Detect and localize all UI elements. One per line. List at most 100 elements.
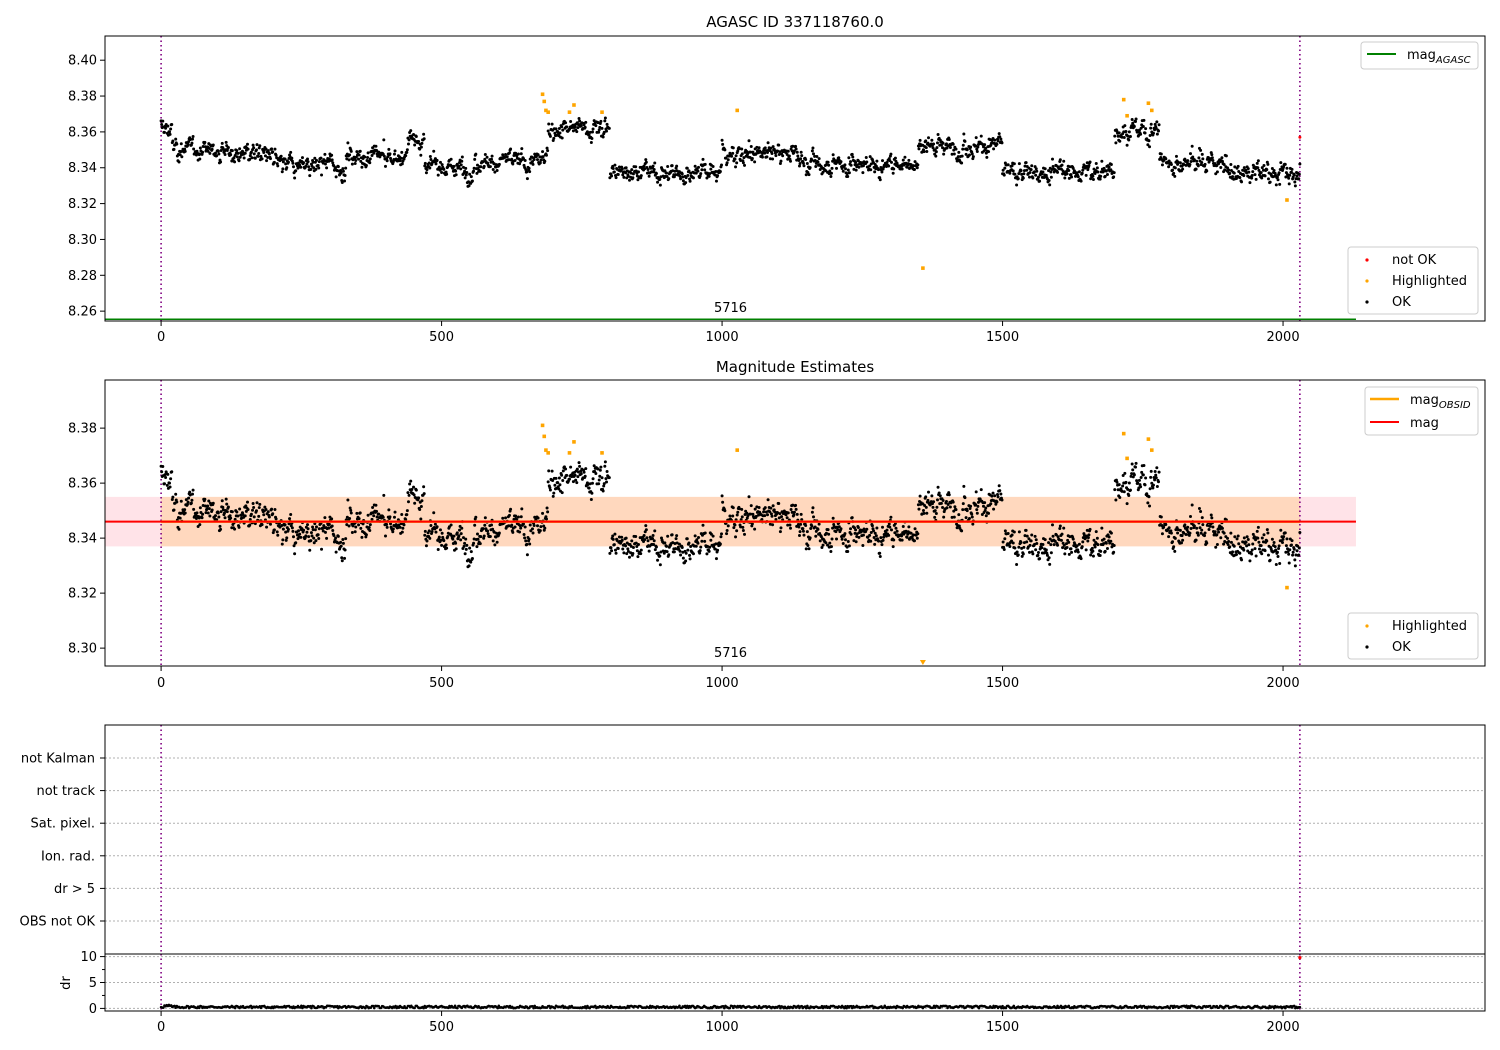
ok-point <box>425 539 429 543</box>
ok-point <box>478 542 482 546</box>
ok-point <box>334 550 338 554</box>
ok-point <box>513 158 517 162</box>
ok-point <box>294 541 298 545</box>
ok-point <box>561 469 565 473</box>
highlighted-point <box>921 266 925 270</box>
ok-point <box>201 144 205 148</box>
ok-point <box>967 517 971 521</box>
ok-point <box>192 147 196 151</box>
ok-point <box>971 155 975 159</box>
ok-point <box>804 523 808 527</box>
ok-point <box>262 513 266 517</box>
ok-point <box>984 514 988 518</box>
ok-point <box>785 516 789 520</box>
dr-point <box>1004 1006 1008 1010</box>
ok-point <box>930 138 934 142</box>
ok-point <box>304 534 308 538</box>
ok-point <box>385 525 389 529</box>
ok-point <box>464 537 468 541</box>
ok-point <box>293 552 297 556</box>
ok-point <box>513 525 517 529</box>
ok-point <box>460 155 464 159</box>
ok-point <box>404 517 408 521</box>
ok-point <box>417 139 421 143</box>
ok-point <box>551 479 555 483</box>
ok-point <box>532 158 536 162</box>
ok-point <box>681 550 685 554</box>
ok-point <box>1047 556 1051 560</box>
legend-ok-label: OK <box>1392 640 1411 655</box>
ok-point <box>975 150 979 154</box>
ok-point <box>868 155 872 159</box>
ok-point <box>784 513 788 517</box>
ok-point <box>769 146 773 150</box>
ok-point <box>179 142 183 146</box>
ok-point <box>1022 172 1026 176</box>
legend-ok-marker <box>1365 300 1369 304</box>
legend-highlighted-marker <box>1365 624 1369 628</box>
dr-point <box>728 1006 732 1010</box>
dr-point <box>804 1006 808 1010</box>
ok-point <box>953 505 957 509</box>
ok-point <box>1060 163 1064 167</box>
ok-point <box>1206 156 1210 160</box>
ok-point <box>579 469 583 473</box>
ok-point <box>518 524 522 528</box>
ok-point <box>1153 470 1157 474</box>
ok-point <box>482 536 486 540</box>
ok-point <box>1196 164 1200 168</box>
ok-point <box>885 161 889 165</box>
ok-point <box>749 512 753 516</box>
ok-point <box>313 528 317 532</box>
ok-point <box>1109 162 1113 166</box>
ok-point <box>987 511 991 515</box>
ok-point <box>1195 526 1199 530</box>
ok-point <box>734 535 738 539</box>
ok-point <box>926 498 930 502</box>
ok-point <box>826 160 830 164</box>
ok-point <box>1006 531 1010 535</box>
ok-point <box>952 152 956 156</box>
ok-point <box>458 161 462 165</box>
ok-point <box>248 157 252 161</box>
ok-point <box>771 157 775 161</box>
panel-magnitude-estimates: Magnitude Estimates 8.308.328.348.368.38… <box>68 358 1486 691</box>
ok-point <box>1215 543 1219 547</box>
ok-point <box>1043 538 1047 542</box>
ok-point <box>834 530 838 534</box>
ok-point <box>777 502 781 506</box>
ok-point <box>1189 159 1193 163</box>
ok-point <box>360 535 364 539</box>
ok-point <box>574 478 578 482</box>
ok-point <box>304 164 308 168</box>
ok-point <box>454 541 458 545</box>
ok-point <box>1274 183 1278 187</box>
ok-point <box>810 510 814 514</box>
ok-point <box>636 543 640 547</box>
ok-point <box>787 154 791 158</box>
ok-point <box>639 552 643 556</box>
ok-point <box>698 551 702 555</box>
ok-point <box>203 140 207 144</box>
ok-point <box>1091 549 1095 553</box>
ok-point <box>1036 551 1040 555</box>
ok-point <box>1251 542 1255 546</box>
ok-point <box>307 535 311 539</box>
ok-point <box>873 531 877 535</box>
ok-point <box>317 166 321 170</box>
ok-point <box>714 179 718 183</box>
ok-point <box>762 510 766 514</box>
ok-point <box>187 496 191 500</box>
ok-point <box>1160 163 1164 167</box>
ok-point <box>235 149 239 153</box>
ok-point <box>1058 524 1062 528</box>
ok-point <box>1049 551 1053 555</box>
ok-point <box>1115 480 1119 484</box>
ok-point <box>693 164 697 168</box>
dr-point <box>496 1006 499 1010</box>
ok-point <box>911 164 915 168</box>
panel-4-plot <box>159 954 1302 1011</box>
ok-point <box>1050 157 1054 161</box>
ok-point <box>969 145 973 149</box>
ok-point <box>164 126 168 130</box>
